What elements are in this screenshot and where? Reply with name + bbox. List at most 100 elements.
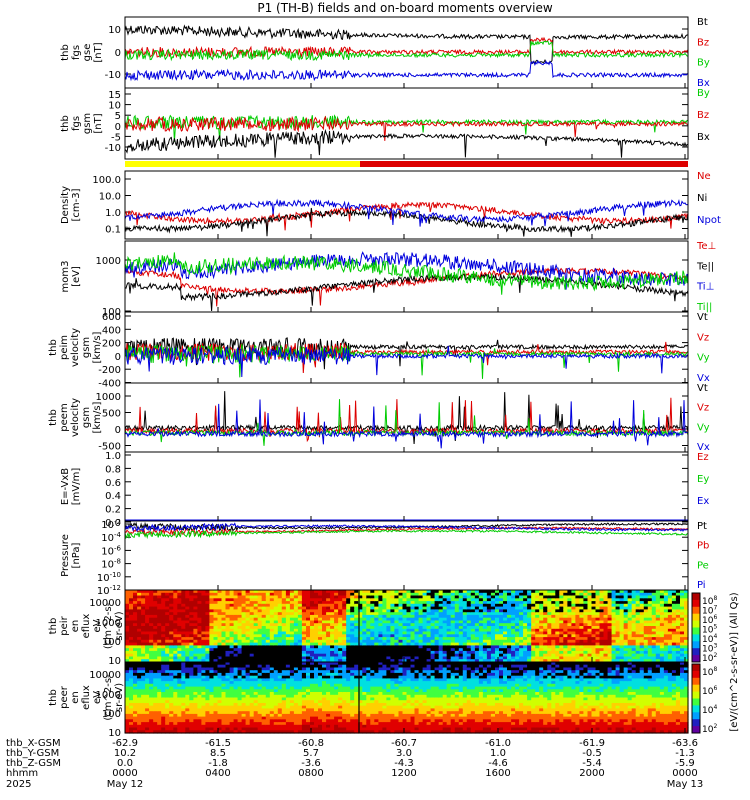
colorbar-tick: 106 [702,685,717,697]
x-row-value: -1.3 [675,748,695,759]
legend-Vx: Vx [697,442,710,453]
x-row-value: -63.6 [672,738,698,749]
x-row-value: -62.9 [112,738,138,749]
y-tick-label: 0.8 [105,464,121,475]
legend-Bx: Bx [697,132,710,143]
legend-By: By [697,58,710,69]
y-axis-label: peer [59,685,70,709]
y-axis-label: thb [60,44,71,61]
legend-Npot: Npot [697,215,721,226]
x-row-value: 0.0 [117,758,133,769]
legend-Bz: Bz [697,37,709,48]
y-axis-label: Density [60,186,71,224]
series-Ti|| [124,252,689,295]
y-tick-label: 10.0 [99,192,121,203]
x-date-start: May 12 [107,779,144,790]
series-By [124,114,689,142]
series-Bz [124,36,689,59]
panel-frame [124,451,689,522]
x-row-label: thb_Y-GSM [6,748,59,759]
x-row-value: -0.5 [582,748,602,759]
legend-Ti⊥: Ti⊥ [696,282,714,293]
legend-Vz: Vz [697,403,709,414]
y-axis-label: (cm^2-s- [103,602,114,649]
series-Vx [124,345,689,378]
y-axis-label: en [70,691,81,704]
y-tick-label: -400 [98,379,121,390]
x-row-value: -4.6 [488,758,508,769]
x-date-end: May 13 [667,779,704,790]
y-axis-label: peir [59,615,70,635]
legend-Vt: Vt [697,383,708,394]
y-axis-label: [mV/m] [71,468,82,506]
y-tick-label: 100 [102,307,121,318]
x-row-value: 0000 [112,768,137,779]
series-Npot [124,198,689,227]
y-tick-label: 10 [108,656,121,667]
y-tick-label: 1.0 [105,451,121,462]
colorbar-top [691,592,701,663]
panel-4: 1000 100 mom3 [eV] Te⊥ Te|| Ti⊥ Ti|| [60,240,716,318]
legend-Ne: Ne [697,171,711,182]
panel-10: 10000 1000 100 10 thb peer en eflux eV (cm^2-s-sr… [48,661,689,739]
x-row-value: 1200 [391,768,416,779]
x-row-value: -61.0 [485,738,511,749]
y-tick-label: 0.4 [105,491,121,502]
y-axis-label: [eV] [71,266,82,287]
x-row-label: thb_X-GSM [6,738,61,749]
series-Pi [124,522,689,533]
y-axis-label: gse [82,44,93,62]
y-tick-label: 15 [108,90,121,101]
mode-bar-slow [125,161,360,167]
legend-Ex: Ex [697,496,709,507]
legend-Bz: Bz [697,110,709,121]
y-axis-label: mom3 [60,261,71,293]
x-row-value: 10.2 [114,748,136,759]
y-axis-label: eV [92,619,103,632]
panel-frame [124,87,689,160]
x-row-value: -3.6 [301,758,321,769]
y-tick-label: 200 [102,339,121,350]
y-axis-label: [cm-3] [71,188,82,221]
y-tick-label: 0.0 [105,518,121,529]
panel-7: 1.0 0.8 0.6 0.4 0.2 0.0 E=-VxB [mV/m] Ez Ey Ex [60,451,709,529]
y-axis-label: eflux [81,685,92,710]
y-tick-label: 500 [102,409,121,420]
series-Vy [124,399,689,446]
y-axis-label: thb [48,689,59,706]
legend-Vy: Vy [697,353,710,364]
y-tick-label: 10000 [89,670,121,681]
x-row-value: -5.4 [582,758,602,769]
legend-Vt: Vt [697,312,708,323]
y-axis-label: fgs [71,116,82,131]
series-By [124,40,689,62]
legend-Pt: Pt [697,521,707,532]
x-axis-labels: thb_X-GSM -62.9 -61.5 -60.8 -60.7 -61.0 -61.9-… [6,738,703,790]
series-Bx [124,128,689,158]
y-tick-label: 1000 [96,618,121,629]
y-tick-label: 10-8 [101,558,121,571]
series-Te|| [124,273,689,312]
y-tick-label: 0 [115,352,121,363]
legend-Bt: Bt [697,17,708,28]
y-tick-label: 0 [115,425,121,436]
y-tick-label: 400 [102,325,121,336]
y-axis-label: sr-eV) [114,683,125,712]
y-axis-label: gsm [81,407,92,428]
legend-Pi: Pi [697,580,706,591]
series-Vy [124,343,689,379]
y-tick-label: 10-12 [97,584,121,597]
series-Vx [124,399,689,449]
y-tick-label: 600 [102,312,121,323]
x-row-value: -60.7 [391,738,417,749]
y-axis-label: [km/s] [92,331,103,363]
legend-Pb: Pb [697,541,709,552]
mode-bar-fast [360,161,688,167]
x-row-value: -61.5 [205,738,231,749]
y-tick-label: 1000 [96,392,121,403]
y-axis-label: en [70,620,81,633]
